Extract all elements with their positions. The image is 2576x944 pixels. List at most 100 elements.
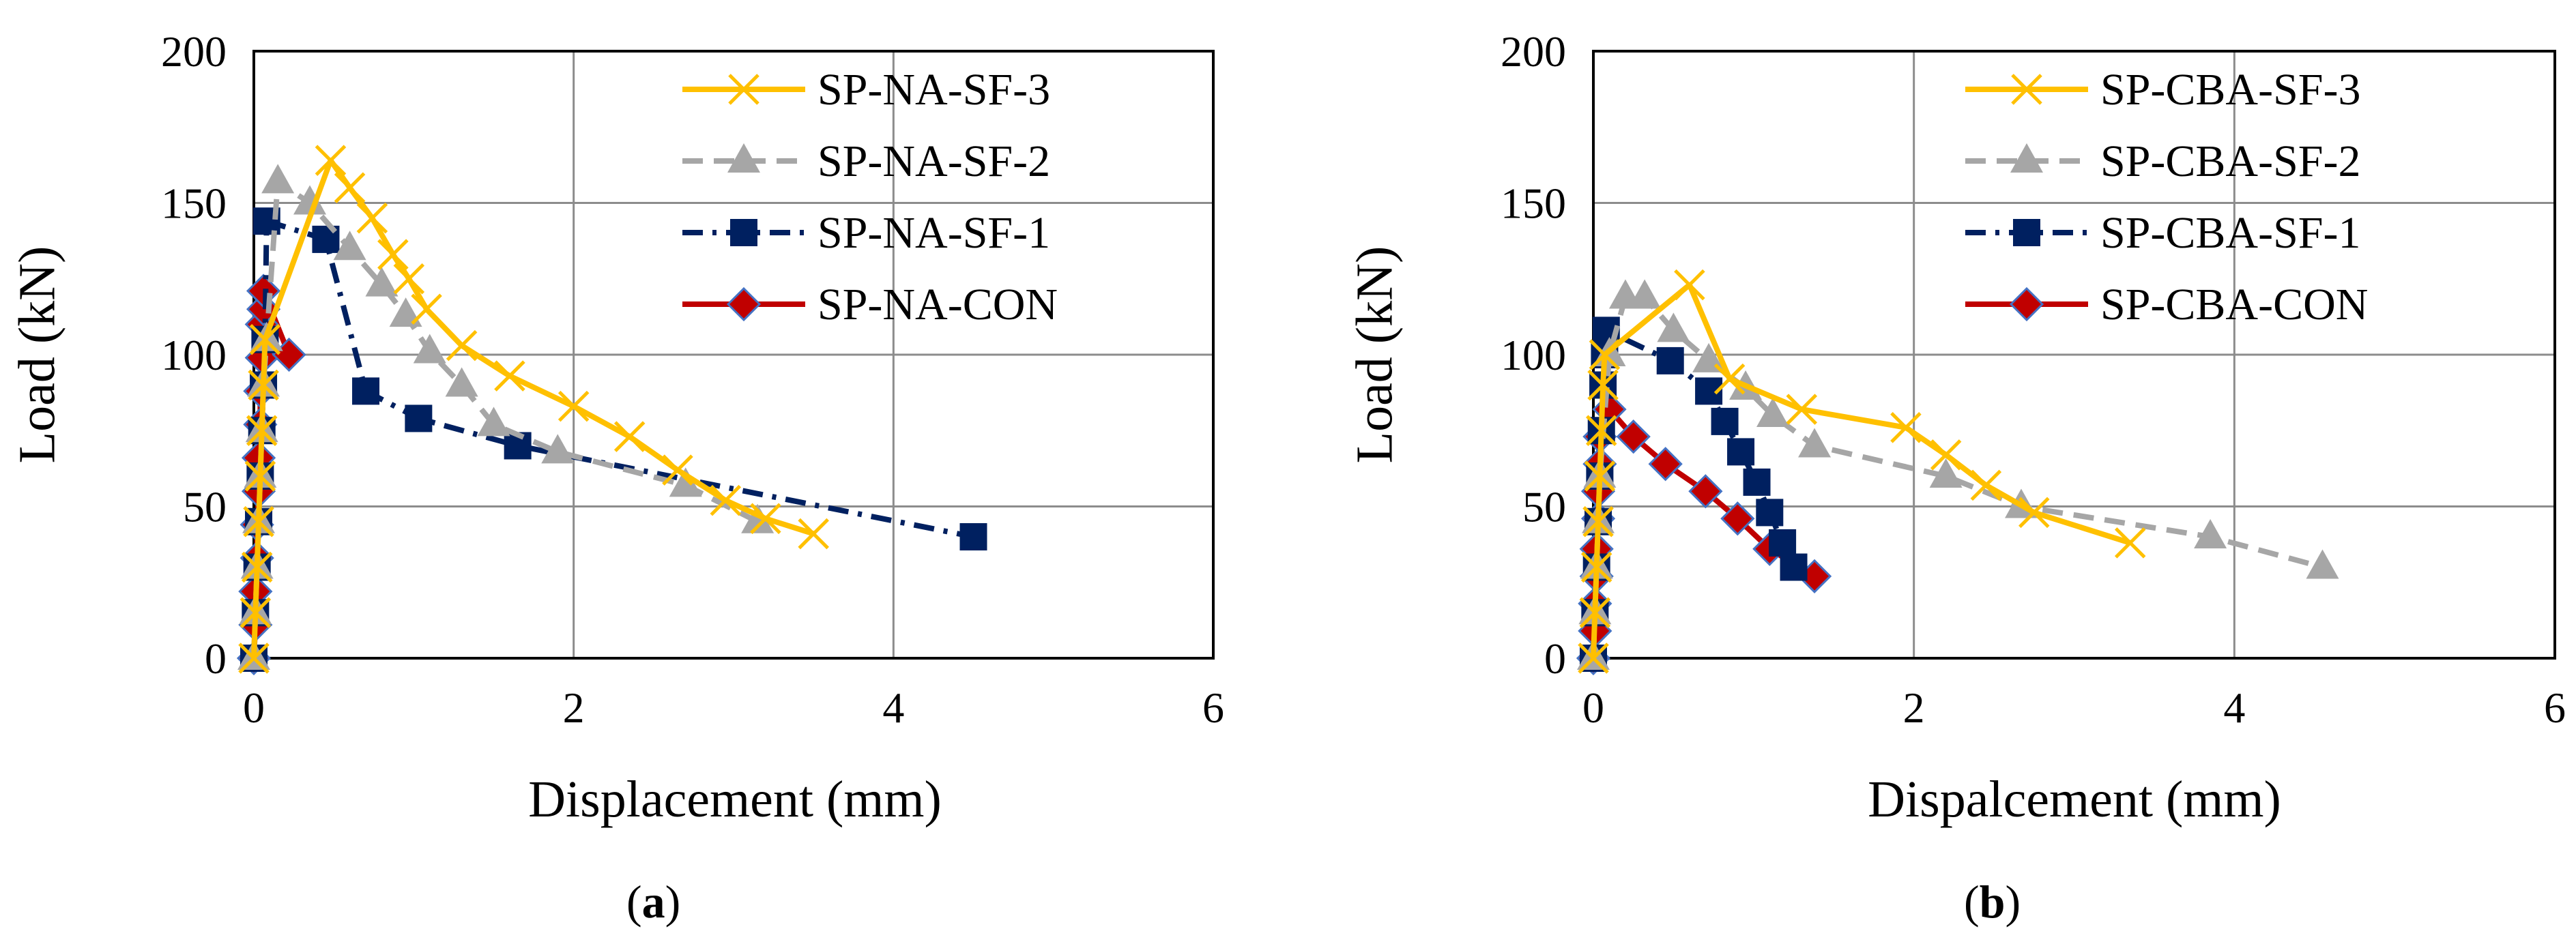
legend-marker [2010, 143, 2043, 173]
gridlines [1592, 50, 2556, 660]
data-point [1929, 458, 1963, 488]
data-point [613, 421, 646, 452]
data-point [1769, 529, 1797, 557]
data-point [1657, 312, 1690, 342]
data-point [1656, 346, 1684, 374]
data-point [1756, 398, 1790, 427]
legend-marker [2011, 74, 2042, 105]
data-point [1970, 469, 2002, 501]
legend-marker [726, 286, 762, 322]
data-point [1587, 369, 1619, 401]
data-point [293, 185, 327, 215]
legend-label: SP-NA-CON [817, 280, 1058, 329]
data-point [2018, 497, 2050, 529]
data-point [1582, 505, 1614, 537]
panel-label: (b) [1964, 876, 2021, 928]
panel-label-letter: b [1980, 876, 2006, 928]
y-tick-label: 150 [1501, 179, 1566, 228]
data-point [541, 434, 575, 464]
legend: SP-NA-SF-3 SP-NA-SF-2 SP-NA-SF-1 SP-NA-CON [682, 65, 1058, 329]
data-point [315, 145, 347, 176]
data-point [1713, 363, 1746, 395]
data-point [445, 367, 478, 397]
y-tick-label: 200 [161, 27, 227, 76]
data-point [662, 454, 693, 486]
legend-label: SP-CBA-SF-1 [2100, 208, 2360, 258]
data-point [1584, 460, 1616, 492]
y-tick-label: 50 [1522, 483, 1566, 531]
gridlines [252, 50, 1215, 660]
data-point [1648, 447, 1683, 482]
data-point [246, 415, 278, 447]
data-point [241, 551, 273, 583]
data-point [1780, 553, 1808, 581]
x-tick-label: 4 [2223, 683, 2245, 732]
x-tick-label: 6 [2544, 683, 2566, 732]
data-point [411, 293, 442, 325]
y-tick-label: 200 [1501, 27, 1566, 76]
data-point [1720, 501, 1755, 536]
legend-marker [730, 219, 757, 246]
data-point [1585, 415, 1617, 447]
data-point [1616, 419, 1651, 454]
data-point [477, 407, 510, 437]
legend-marker [728, 74, 759, 105]
data-point [243, 505, 274, 537]
data-point [333, 231, 366, 261]
data-point [413, 334, 446, 364]
data-point [1589, 339, 1621, 370]
data-point [446, 329, 478, 362]
y-axis-title: Load (kN) [8, 246, 66, 464]
data-point [356, 202, 388, 234]
panel-label: (a) [626, 876, 680, 928]
data-point [2194, 519, 2227, 548]
data-point [1674, 269, 1705, 301]
data-point [710, 484, 742, 516]
data-point [1756, 499, 1784, 527]
data-point [249, 323, 281, 355]
y-tick-label: 0 [205, 634, 227, 683]
data-point [2114, 527, 2146, 559]
data-point [558, 390, 590, 422]
data-point [1580, 551, 1612, 583]
data-point [494, 360, 525, 392]
data-point [1579, 597, 1611, 629]
y-tick-label: 100 [161, 331, 227, 379]
data-point [405, 404, 433, 432]
series-SP-CBA-SF-2 [1577, 279, 2339, 670]
legend-label: SP-NA-SF-2 [817, 136, 1050, 186]
y-tick-label: 50 [183, 483, 227, 531]
y-axis-title: Load (kN) [1346, 246, 1403, 464]
data-point [244, 460, 276, 492]
data-point [238, 643, 270, 674]
data-point [1578, 643, 1609, 674]
x-tick-label: 0 [1582, 683, 1604, 732]
data-point [1743, 468, 1771, 496]
legend-marker [727, 143, 760, 173]
data-point [1930, 439, 1962, 471]
data-point [750, 503, 781, 535]
legend-label: SP-NA-SF-3 [817, 65, 1050, 115]
data-point [334, 172, 366, 204]
data-point [365, 267, 399, 297]
data-point [377, 239, 409, 270]
x-tick-label: 2 [1903, 683, 1925, 732]
data-point [1688, 474, 1723, 509]
data-point [240, 597, 272, 629]
x-axis-title: Displacement (mm) [528, 771, 942, 828]
legend-marker [2013, 219, 2040, 246]
legend-label: SP-CBA-CON [2100, 280, 2368, 329]
x-axis-title: Dispalcement (mm) [1868, 771, 2281, 828]
x-tick-label: 4 [882, 683, 904, 732]
legend-marker [2009, 286, 2044, 322]
legend: SP-CBA-SF-3 SP-CBA-SF-2 SP-CBA-SF-1 SP-CBA-… [1965, 65, 2368, 329]
data-point [261, 164, 295, 194]
y-tick-label: 150 [161, 179, 227, 228]
x-tick-label: 0 [243, 683, 265, 732]
data-point [2306, 549, 2339, 579]
data-point [1727, 438, 1755, 466]
data-point [798, 518, 829, 550]
series-SP-NA-SF-1 [240, 207, 987, 672]
data-point [1890, 412, 1922, 443]
